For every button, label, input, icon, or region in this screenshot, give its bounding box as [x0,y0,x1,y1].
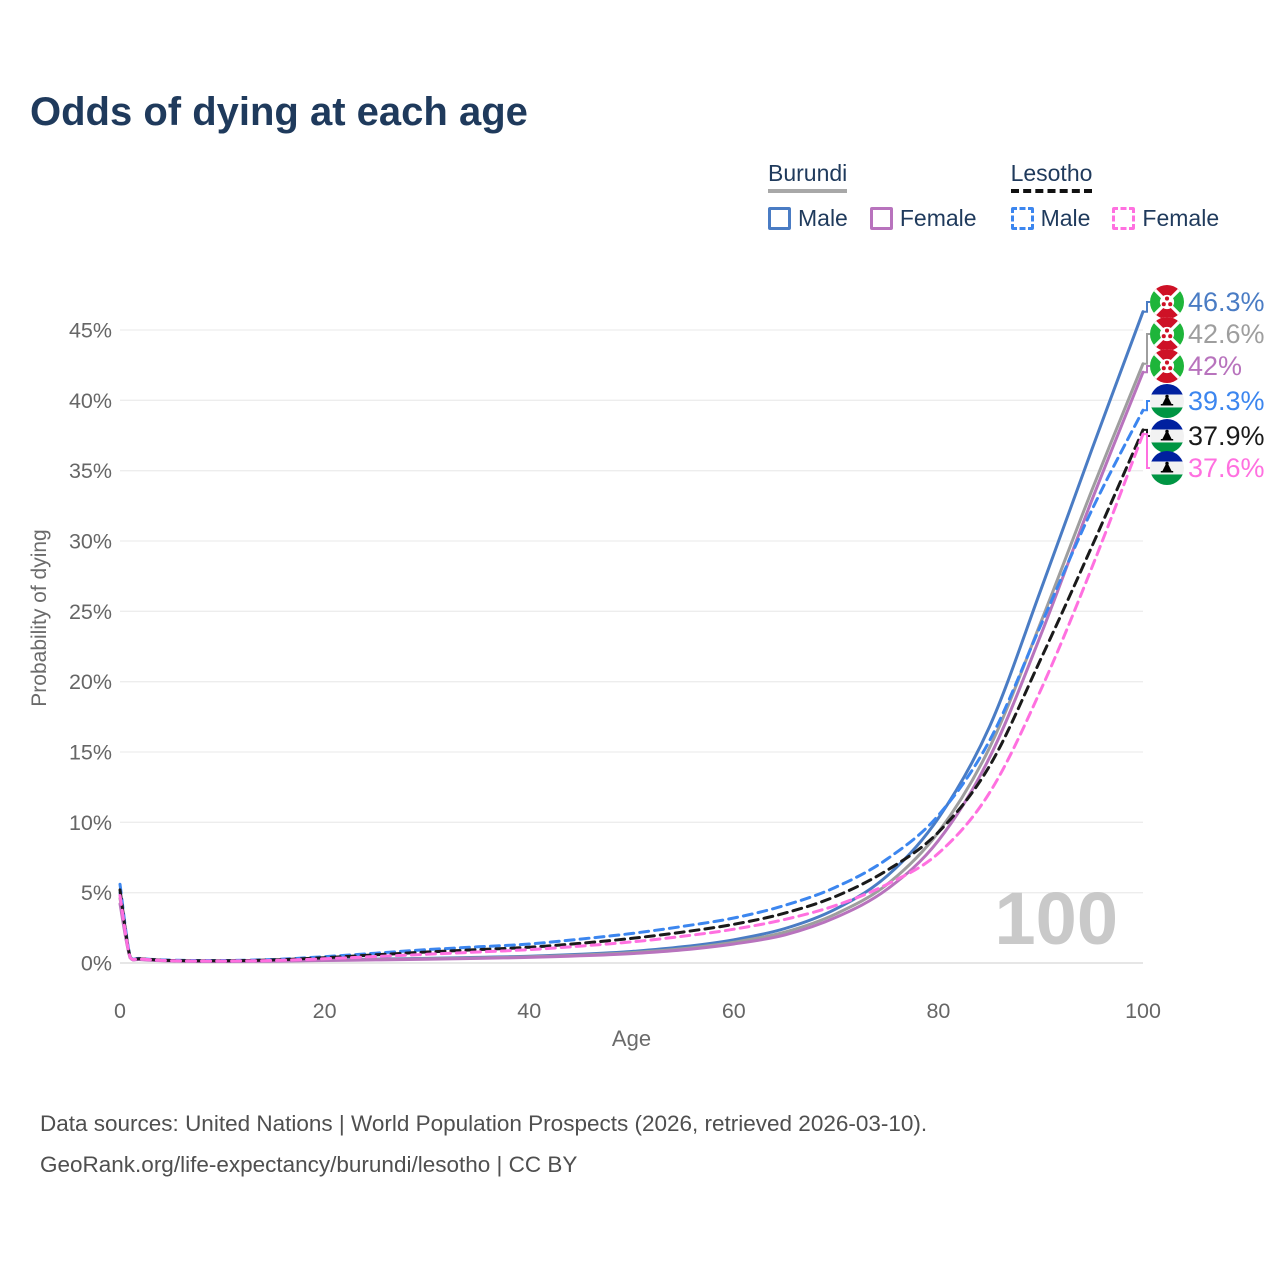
x-tick-label: 0 [114,999,126,1023]
end-value-label-burundi-male: 46.3% [1188,287,1265,317]
legend-item-burundi-male[interactable]: Male [768,205,848,232]
lesotho-flag-icon [1150,451,1184,485]
lesotho-male-swatch-icon [1010,207,1034,231]
legend-group-lesotho: Lesotho Male Female [1010,160,1219,232]
legend-item-label: Female [899,205,977,232]
y-tick-label: 25% [69,600,112,624]
series-line-burundi-female[interactable] [118,370,1145,964]
end-label-connector [1143,301,1150,313]
legend-item-label: Female [1142,205,1220,232]
burundi-flag-icon [1150,285,1184,319]
x-tick-label: 100 [1125,999,1161,1023]
y-tick-label: 15% [69,740,112,764]
series-line-lesotho[interactable] [118,428,1145,963]
x-axis-title: Age [612,1026,651,1051]
end-value-label-lesotho-female: 37.6% [1188,453,1265,483]
y-tick-label: 0% [81,952,112,976]
end-value-label-burundi: 42.6% [1188,319,1265,349]
end-label-connector [1143,433,1150,469]
y-tick-label: 20% [69,670,112,694]
x-tick-label: 60 [722,999,746,1023]
end-label-connector [1143,428,1150,437]
legend-item-burundi-female[interactable]: Female [869,205,977,232]
y-tick-label: 30% [69,529,112,553]
legend-item-lesotho-female[interactable]: Female [1112,205,1219,232]
lesotho-female-swatch-icon [1112,207,1136,231]
footer-attribution[interactable]: GeoRank.org/life-expectancy/burundi/leso… [40,1151,578,1177]
legend-country-lesotho[interactable]: Lesotho [1010,160,1093,194]
end-value-label-lesotho-male: 39.3% [1188,386,1265,416]
y-tick-label: 35% [69,459,112,483]
legend: Burundi Male Female Lesotho Male [768,160,1219,232]
legend-item-label: Male [798,205,848,232]
lesotho-flag-icon [1150,384,1184,418]
series-line-lesotho-male[interactable] [118,408,1145,963]
legend-group-burundi: Burundi Male Female [768,160,977,232]
legend-item-label: Male [1040,205,1091,232]
age-watermark: 100 [995,877,1118,960]
footer: Data sources: United Nations | World Pop… [40,1104,927,1185]
series-line-burundi-male[interactable] [118,310,1145,963]
series-line-burundi[interactable] [118,362,1145,963]
footer-data-sources: Data sources: United Nations | World Pop… [40,1111,928,1136]
y-axis-title: Probability of dying [28,529,51,706]
end-label-connector [1143,365,1150,374]
y-tick-label: 5% [81,881,112,905]
burundi-male-swatch-icon [768,207,791,231]
end-label-connector [1143,333,1150,365]
end-value-label-burundi-female: 42% [1188,351,1242,381]
y-tick-label: 10% [69,811,112,835]
legend-item-lesotho-male[interactable]: Male [1010,205,1091,232]
y-tick-label: 45% [69,318,112,342]
series-line-lesotho-female[interactable] [118,432,1145,963]
x-tick-label: 40 [517,999,541,1023]
end-value-label-lesotho: 37.9% [1188,421,1265,451]
x-tick-label: 20 [313,999,337,1023]
end-label-connector [1143,400,1150,412]
y-tick-label: 40% [69,389,112,413]
page-title: Odds of dying at each age [30,90,528,134]
burundi-flag-icon [1150,317,1184,351]
x-tick-label: 80 [926,999,950,1023]
legend-country-burundi[interactable]: Burundi [768,160,848,194]
burundi-flag-icon [1150,349,1184,383]
lesotho-flag-icon [1150,419,1184,453]
burundi-female-swatch-icon [869,207,893,231]
